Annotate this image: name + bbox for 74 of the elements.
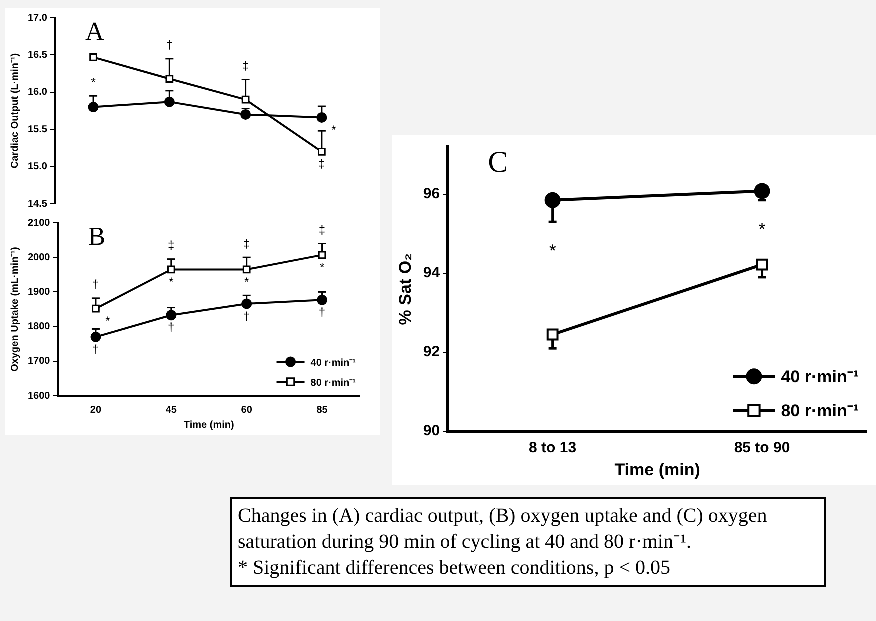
y-tick-label: 17.0 — [28, 12, 48, 24]
annotation: * — [106, 314, 111, 328]
annotation: * — [91, 75, 96, 90]
x-tick-label: 20 — [90, 404, 102, 416]
annotation: ‡ — [242, 59, 250, 74]
text: * Significant differences between conditions, p < 0.05 — [238, 556, 672, 581]
legend-label: 40 r·min⁻¹ — [310, 358, 357, 369]
annotation: * — [244, 275, 250, 290]
y-tick-label: 15.0 — [28, 162, 48, 173]
point — [317, 294, 328, 306]
point — [90, 332, 102, 342]
annotation: * — [549, 241, 556, 262]
x-tick-label: 60 — [241, 404, 253, 416]
y-tick-label: 16.0 — [28, 87, 48, 98]
y-axis-title: Cardiac Output (L·min⁻¹) — [10, 53, 21, 169]
y-tick-label: 1700 — [28, 356, 51, 368]
point — [756, 258, 768, 271]
point — [167, 266, 176, 274]
y-tick-label: 2000 — [28, 252, 51, 264]
y-tick-label: 96 — [423, 186, 440, 203]
point — [318, 251, 326, 260]
y-tick-label: 90 — [423, 422, 440, 440]
y-tick-label: 14.5 — [28, 198, 48, 210]
y-tick-label: 1800 — [28, 322, 51, 333]
point — [92, 304, 100, 313]
y-tick-label: 92 — [423, 344, 440, 361]
y-tick-label: 1600 — [28, 390, 51, 402]
text: Changes in (A) cardiac output, (B) oxygen uptake and (C) oxygen saturation during 90 min of cycling at 40 and 80 r·min⁻¹. — [238, 504, 768, 555]
chart-title: B — [88, 222, 106, 251]
annotation: * — [332, 123, 337, 138]
point — [316, 112, 328, 123]
annotation: † — [318, 305, 326, 320]
x-tick-label: 85 — [316, 404, 328, 416]
x-tick-label: 85 to 90 — [734, 440, 790, 457]
annotation: ‡ — [244, 236, 250, 251]
x-axis-title: Time (min) — [614, 460, 700, 480]
y-axis-title: % Sat O₂ — [396, 253, 415, 326]
legend-label: 80 r·min⁻¹ — [781, 401, 860, 420]
point — [318, 148, 326, 156]
annotation: ‡ — [318, 157, 326, 172]
annotation: † — [166, 38, 174, 52]
chart-title: C — [488, 146, 508, 179]
point — [166, 310, 177, 321]
annotation: * — [320, 260, 325, 274]
point — [166, 75, 174, 83]
point — [242, 96, 250, 104]
x-tick-label: 8 to 13 — [529, 440, 577, 457]
x-axis-title: Time (min) — [184, 420, 234, 431]
annotation: † — [92, 278, 100, 292]
y-axis-title: Oxygen Uptake (mL·min⁻¹) — [10, 247, 21, 372]
legend-label: 40 r·min⁻¹ — [781, 367, 860, 386]
x-tick-label: 45 — [166, 404, 178, 416]
y-tick-label: 2100 — [28, 218, 51, 229]
point — [544, 192, 561, 208]
chart-title: A — [85, 16, 104, 46]
annotation: † — [244, 309, 250, 324]
annotation: * — [169, 275, 174, 290]
legend-label: 80 r·min⁻¹ — [310, 378, 357, 389]
annotation: * — [758, 219, 766, 240]
point — [546, 328, 559, 341]
y-tick-label: 1900 — [28, 286, 51, 298]
point — [88, 102, 99, 113]
y-tick-label: 94 — [423, 264, 441, 282]
point — [242, 266, 251, 274]
point — [90, 54, 98, 62]
y-tick-label: 15.5 — [28, 124, 48, 136]
annotation: ‡ — [168, 238, 175, 253]
annotation: † — [92, 342, 100, 356]
annotation: ‡ — [318, 223, 326, 238]
point — [242, 298, 252, 310]
y-tick-label: 16.5 — [28, 50, 48, 61]
point — [240, 109, 252, 120]
point — [164, 96, 175, 108]
annotation: † — [168, 320, 175, 335]
